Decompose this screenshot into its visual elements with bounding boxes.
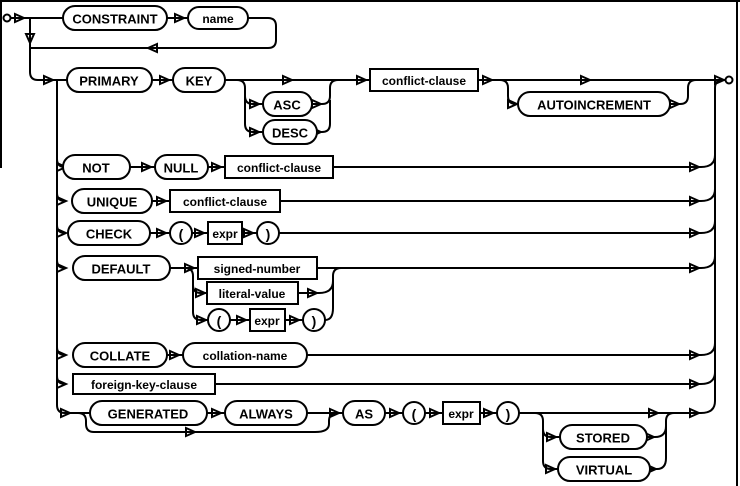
- node-key-label: KEY: [186, 74, 213, 89]
- node-constraint: [62, 5, 168, 31]
- node-unique: [71, 188, 153, 214]
- node-asc: [262, 91, 313, 117]
- paren-nodes: ( ) ( ) ( ): [169, 221, 520, 425]
- node-close-paren: [302, 308, 326, 332]
- node-desc-label: DESC: [272, 126, 309, 141]
- node-close-paren-label: ): [312, 313, 317, 329]
- node-primary-label: PRIMARY: [79, 74, 139, 89]
- node-open-paren: [169, 221, 193, 245]
- start-terminal-circle: [2, 13, 12, 23]
- node-autoincrement-label: AUTOINCREMENT: [537, 98, 651, 113]
- nonterminal-nodes: conflict-clause conflict-clause conflict…: [72, 68, 481, 425]
- node-expr: [207, 221, 243, 245]
- node-stored-label: STORED: [576, 431, 630, 446]
- node-foreign-key-clause: [72, 373, 216, 395]
- node-open-paren-label: (: [217, 313, 222, 329]
- node-expr-label: expr: [254, 314, 280, 328]
- node-close-paren-label: ): [266, 226, 271, 242]
- node-null: [154, 154, 209, 180]
- node-collate-label: COLLATE: [90, 349, 151, 364]
- node-conflict-clause: [169, 189, 281, 213]
- end-terminal-circle: [724, 75, 734, 85]
- node-name: [187, 6, 249, 30]
- node-generated-label: GENERATED: [108, 407, 189, 422]
- node-null-label: NULL: [164, 161, 199, 176]
- node-check-label: CHECK: [86, 227, 133, 242]
- node-close-paren-label: ): [506, 406, 511, 422]
- node-default-label: DEFAULT: [92, 262, 151, 277]
- node-not: [62, 154, 131, 180]
- node-collation-name: [182, 342, 308, 368]
- node-expr-label: expr: [448, 407, 474, 421]
- node-as-label: AS: [355, 407, 373, 422]
- node-conflict-clause: [224, 155, 334, 179]
- node-generated: [89, 400, 208, 426]
- node-always: [224, 400, 308, 426]
- node-name-label: name: [202, 12, 234, 26]
- node-conflict-clause-label: conflict-clause: [382, 74, 466, 88]
- node-conflict-clause-label: conflict-clause: [183, 195, 267, 209]
- node-always-label: ALWAYS: [239, 407, 293, 422]
- node-expr-label: expr: [212, 227, 238, 241]
- node-constraint-label: CONSTRAINT: [72, 12, 157, 27]
- node-stored: [559, 424, 648, 450]
- node-close-paren: [496, 401, 520, 425]
- node-expr: [442, 401, 481, 425]
- node-literal-value: [206, 281, 299, 305]
- node-signed-number: [197, 256, 318, 280]
- node-virtual: [557, 456, 651, 482]
- node-desc: [262, 119, 318, 145]
- node-not-label: NOT: [82, 161, 110, 176]
- node-unique-label: UNIQUE: [87, 195, 138, 210]
- node-collate: [72, 342, 168, 368]
- node-default: [72, 255, 171, 281]
- node-conflict-clause-label: conflict-clause: [237, 161, 321, 175]
- frame-left-border: [0, 0, 2, 168]
- node-close-paren: [256, 221, 280, 245]
- node-open-paren-label: (: [179, 226, 184, 242]
- node-autoincrement: [517, 91, 671, 117]
- node-key: [172, 67, 226, 93]
- node-signed-number-label: signed-number: [214, 262, 301, 276]
- node-open-paren: [402, 401, 426, 425]
- node-primary: [66, 67, 153, 93]
- node-foreign-key-clause-label: foreign-key-clause: [91, 378, 197, 392]
- frame-top-border: [0, 0, 740, 2]
- node-conflict-clause: [369, 68, 479, 92]
- frame-right-border: [736, 0, 738, 486]
- node-expr: [249, 308, 286, 332]
- node-check: [67, 220, 151, 246]
- node-open-paren: [207, 308, 231, 332]
- node-open-paren-label: (: [412, 406, 417, 422]
- node-asc-label: ASC: [273, 98, 301, 113]
- node-literal-value-label: literal-value: [219, 287, 286, 301]
- node-as: [342, 400, 386, 426]
- keyword-nodes: CONSTRAINT name PRIMARY KEY ASC DESC AUT…: [62, 5, 671, 482]
- node-collation-name-label: collation-name: [203, 349, 288, 363]
- node-virtual-label: VIRTUAL: [576, 463, 632, 478]
